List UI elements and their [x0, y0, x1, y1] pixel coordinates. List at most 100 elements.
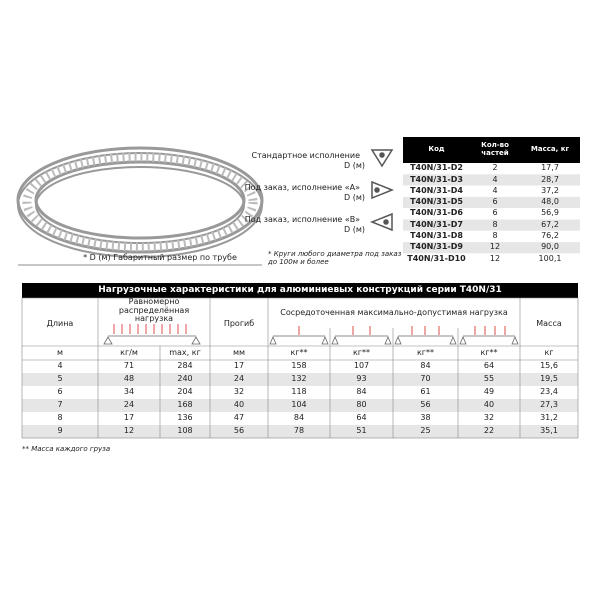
table-cell: 27,3 [540, 400, 558, 410]
table-cell: 84 [356, 387, 367, 397]
column-header: Равномерно распределённая нагрузка [118, 296, 190, 324]
version-label: Стандартное исполнение [251, 150, 360, 160]
table-cell: 19,5 [540, 374, 558, 384]
parts-header: Кол-во частей [481, 141, 509, 157]
parts-header: Код [428, 145, 445, 154]
version-label: Под заказ, исполнение «A» [244, 182, 360, 192]
table-cell: 284 [177, 361, 193, 371]
table-cell: 9 [57, 426, 63, 436]
table-cell: 158 [291, 361, 307, 371]
table-cell: 55 [483, 374, 495, 384]
parts-cell: 6 [492, 208, 498, 218]
parts-cell: 48,0 [541, 197, 559, 207]
table-cell: 108 [177, 426, 193, 436]
version-label: Под заказ, исполнение «B» [244, 214, 360, 224]
table-cell: 34 [123, 387, 135, 397]
parts-cell: 6 [492, 197, 498, 207]
parts-cell: 28,7 [541, 174, 559, 184]
table-cell: 132 [291, 374, 307, 384]
load-icons [103, 324, 519, 345]
parts-code: T40N/31-D5 [410, 197, 463, 207]
table-cell: 56 [233, 426, 245, 436]
row-shade [403, 137, 580, 163]
table-cell: 49 [483, 387, 495, 397]
table-cell: 168 [177, 400, 193, 410]
title-bar [22, 283, 578, 298]
table-cell: 8 [57, 413, 63, 423]
parts-header: Масса, кг [530, 145, 570, 154]
row-shade [403, 253, 580, 265]
row-shade [403, 196, 580, 209]
table-cell: 5 [57, 374, 63, 384]
unit: кг [544, 347, 554, 357]
table-cell: 32 [233, 387, 245, 397]
table-cell: 56 [420, 400, 431, 410]
column-header: Масса [536, 318, 562, 328]
parts-code: T40N/31-D8 [410, 231, 463, 241]
table-cell: 78 [293, 426, 305, 436]
parts-cell: 100,1 [538, 253, 562, 263]
parts-cell: 56,9 [541, 208, 559, 218]
unit: max, кг [169, 347, 201, 357]
parts-code: T40N/31-D7 [410, 219, 463, 229]
table-cell: 4 [57, 361, 63, 371]
parts-cell: 8 [492, 231, 498, 241]
unit: кг** [480, 347, 498, 357]
parts-cell: 8 [492, 219, 498, 229]
parts-cell: 2 [492, 163, 498, 173]
table-cell: 48 [123, 374, 135, 384]
parts-code: T40N/31-D6 [410, 208, 463, 218]
parts-cell: 67,2 [541, 219, 559, 229]
parts-cell: 12 [489, 242, 501, 252]
table-cell: 107 [353, 361, 370, 371]
footnote: ** Масса каждого груза [22, 445, 111, 454]
parts-cell: 76,2 [541, 231, 559, 241]
parts-code: T40N/31-D10 [407, 253, 466, 263]
table-cell: 118 [291, 387, 307, 397]
table-cell: 25 [420, 426, 431, 436]
row-shade [22, 399, 578, 412]
row-shade [403, 185, 580, 197]
table-cell: 24 [123, 400, 135, 410]
table-cell: 136 [177, 413, 193, 423]
table-cell: 71 [123, 361, 135, 371]
table-cell: 35,1 [540, 426, 558, 436]
table-cell: 12 [123, 426, 135, 436]
unit: м [56, 347, 64, 357]
table-cell: 84 [420, 361, 431, 371]
unit: кг** [416, 347, 435, 357]
unit: кг/м [120, 347, 138, 357]
row-shade [22, 373, 578, 386]
table-cell: 204 [177, 387, 193, 397]
table-cell: 17 [123, 413, 135, 423]
table-cell: 23,4 [540, 387, 558, 397]
parts-cell: 12 [489, 253, 501, 263]
table-cell: 31,2 [540, 413, 558, 423]
table-cell: 17 [233, 361, 245, 371]
table-cell: 51 [356, 426, 367, 436]
version-dim: D (м) [344, 192, 365, 202]
parts-cell: 17,7 [541, 163, 559, 173]
table-cell: 24 [233, 374, 245, 384]
table-cell: 84 [293, 413, 305, 423]
parts-code: T40N/31-D4 [410, 185, 463, 195]
table-cell: 40 [483, 400, 495, 410]
profile-icons [369, 149, 395, 232]
table-cell: 240 [177, 374, 193, 384]
column-header: Сосредоточенная максимально-допустимая н… [280, 307, 508, 317]
truss-ring [16, 146, 264, 258]
table-cell: 22 [483, 426, 495, 436]
grid [21, 297, 579, 439]
table-cell: 6 [57, 387, 63, 397]
row-shade [403, 230, 580, 243]
unit: кг** [290, 347, 308, 357]
table-cell: 47 [233, 413, 245, 423]
parts-cell: 37,2 [541, 185, 559, 195]
parts-cell: 4 [492, 174, 498, 184]
parts-code: T40N/31-D9 [410, 242, 463, 252]
row-shade [403, 242, 580, 254]
table-cell: 93 [356, 374, 367, 384]
table-cell: 80 [356, 400, 367, 410]
column-header: Прогиб [223, 318, 255, 328]
